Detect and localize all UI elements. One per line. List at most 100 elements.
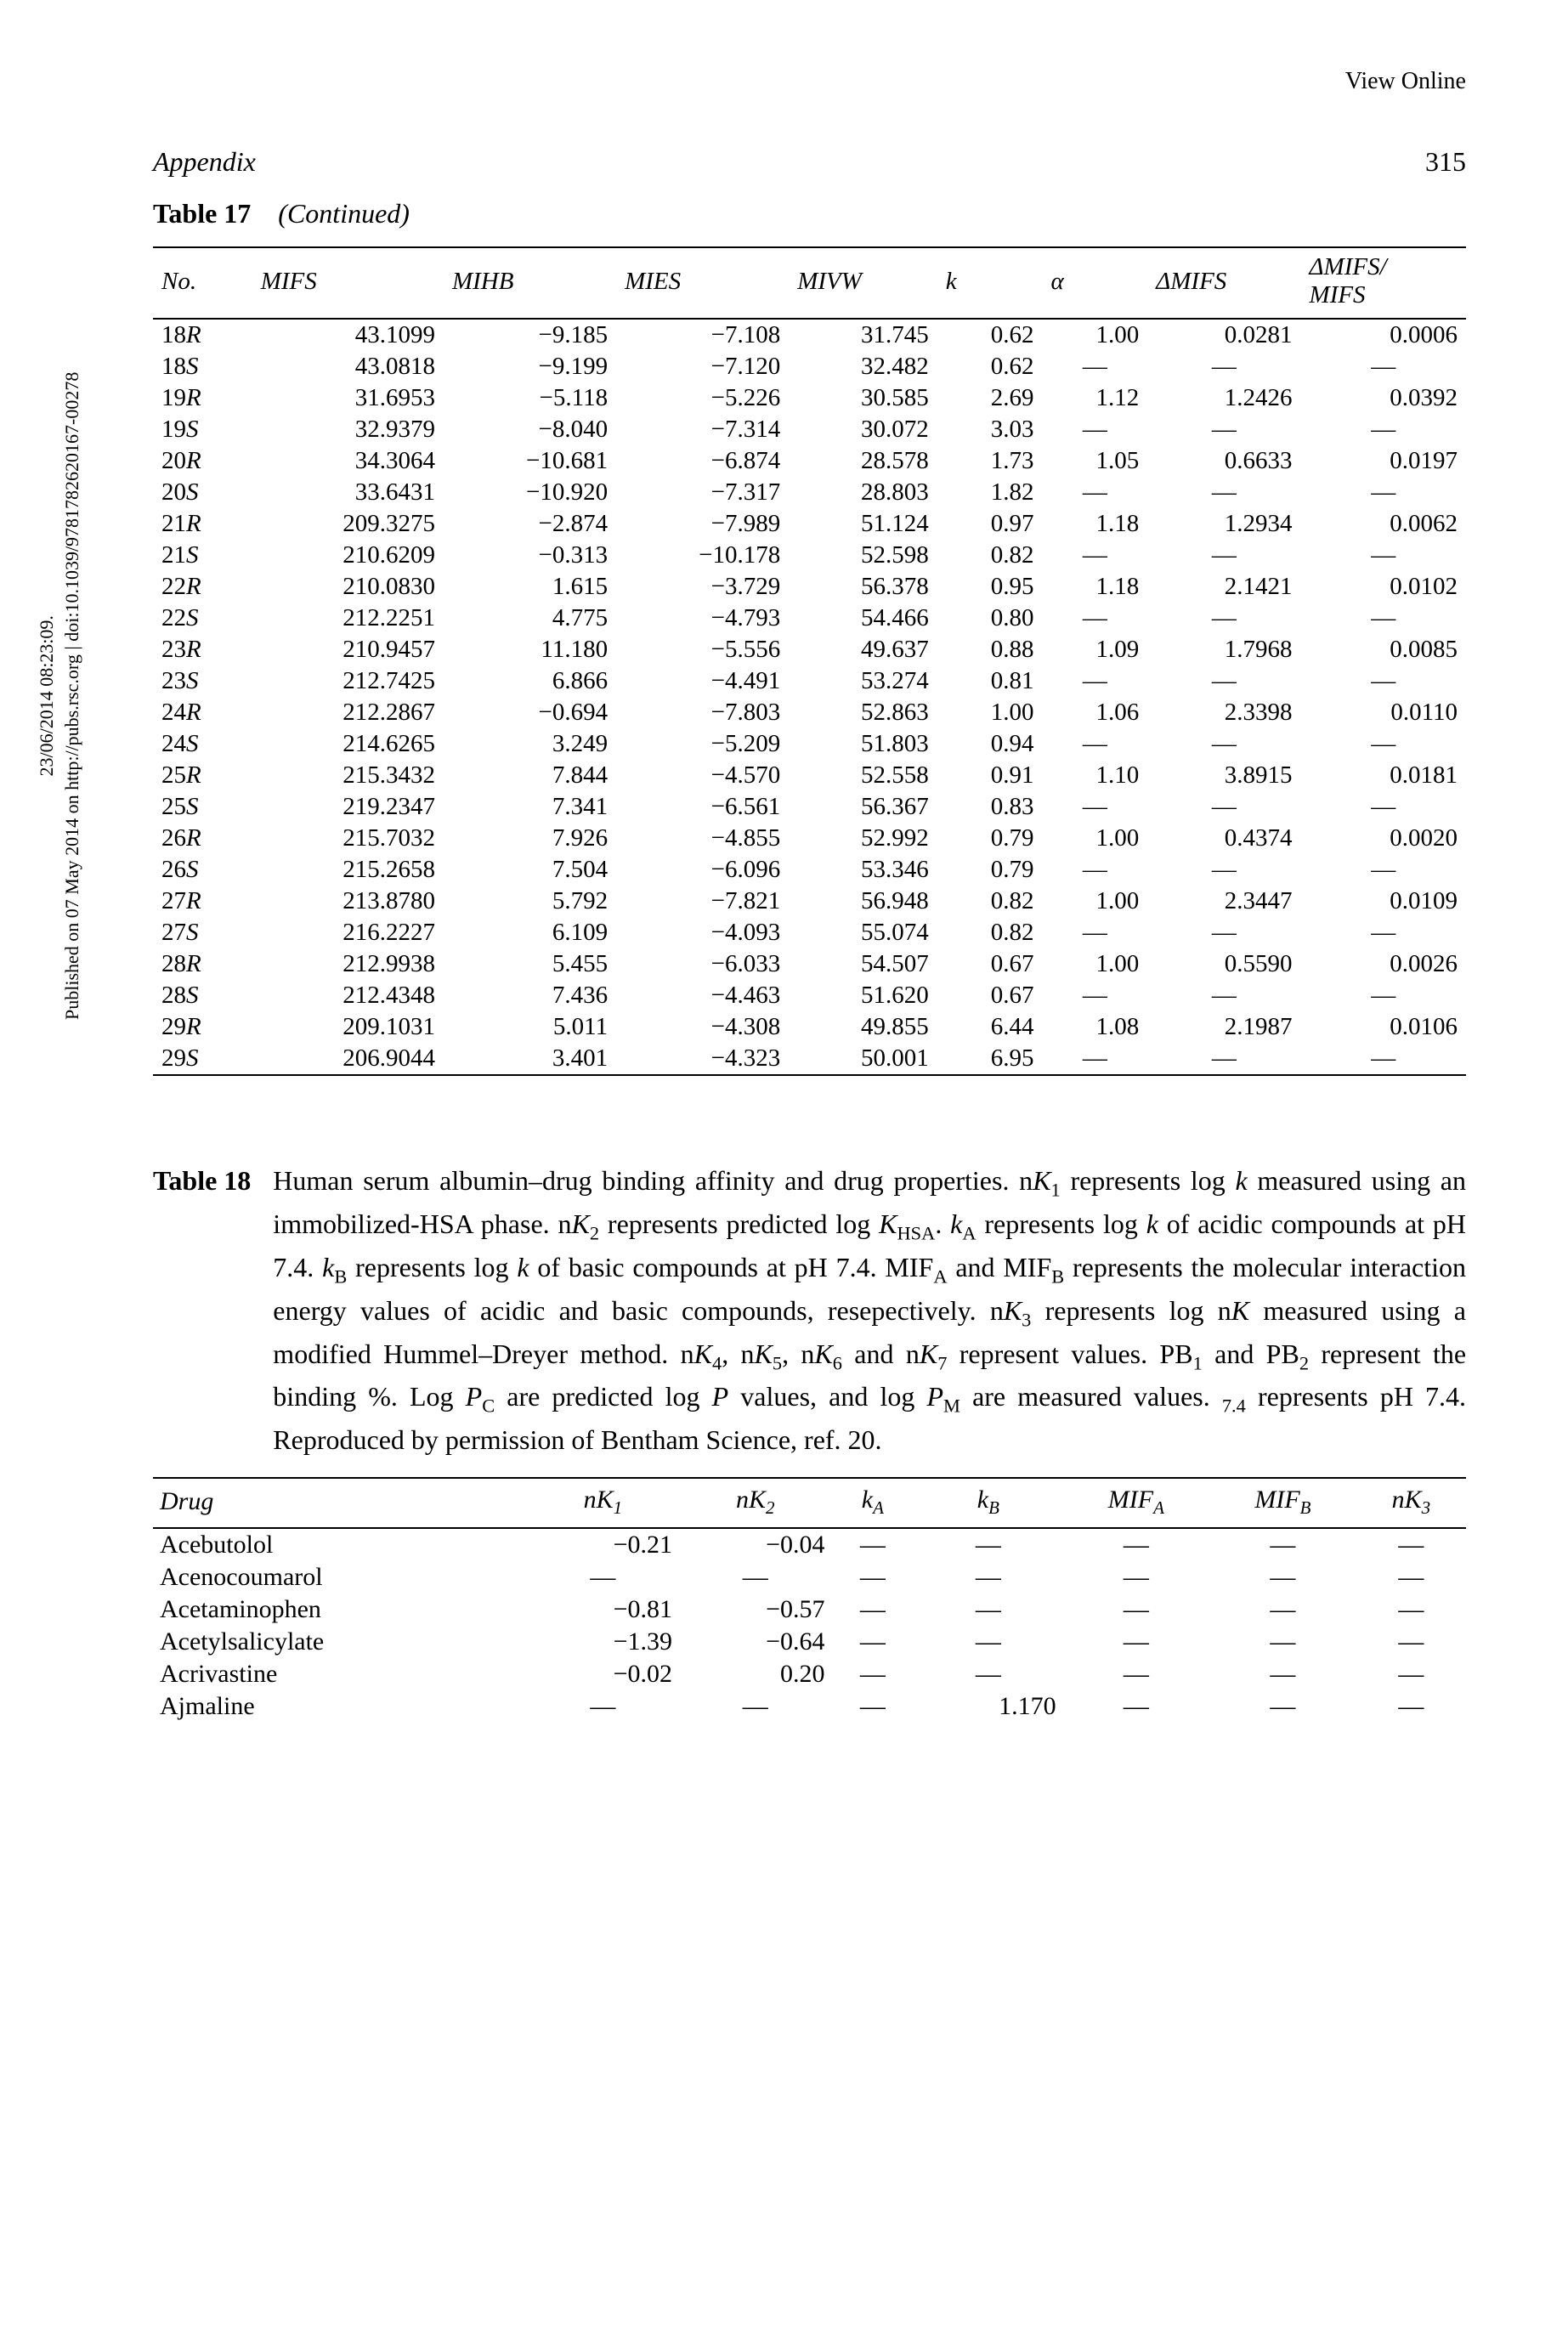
cell-dd: — (1301, 414, 1466, 445)
cell-mifs: 32.9379 (252, 414, 444, 445)
cell-mivw: 28.578 (789, 445, 937, 477)
cell-d: 0.5590 (1147, 948, 1300, 980)
cell-mies: −3.729 (616, 571, 789, 603)
cell-mifs: 215.7032 (252, 823, 444, 854)
cell-d: — (1147, 351, 1300, 382)
cell-d: 1.2426 (1147, 382, 1300, 414)
view-online-link[interactable]: View Online (153, 68, 1466, 95)
table-row: 19S32.9379−8.040−7.31430.0723.03——— (153, 414, 1466, 445)
th-mifs: MIFS (252, 247, 444, 319)
cell-drug: Acetylsalicylate (153, 1626, 527, 1658)
cell-k: 0.79 (937, 854, 1043, 886)
cell-a: — (1042, 1043, 1147, 1075)
cell-mivw: 49.637 (789, 634, 937, 665)
cell-val-5: — (1209, 1593, 1356, 1626)
cell-mihb: 6.109 (444, 917, 616, 948)
cell-d: 0.4374 (1147, 823, 1300, 854)
cell-mies: −7.821 (616, 886, 789, 917)
cell-a: 1.06 (1042, 697, 1147, 728)
cell-mivw: 51.124 (789, 508, 937, 540)
cell-dd: 0.0106 (1301, 1011, 1466, 1043)
cell-mihb: −9.185 (444, 319, 616, 351)
cell-mifs: 31.6953 (252, 382, 444, 414)
cell-a: — (1042, 854, 1147, 886)
cell-d: 3.8915 (1147, 760, 1300, 791)
table-row: 26R215.70327.926−4.85552.9920.791.000.43… (153, 823, 1466, 854)
cell-val-4: — (1063, 1690, 1210, 1723)
cell-drug: Acetaminophen (153, 1593, 527, 1626)
table-row: 23R210.945711.180−5.55649.6370.881.091.7… (153, 634, 1466, 665)
table-row: 26S215.26587.504−6.09653.3460.79——— (153, 854, 1466, 886)
table-row: 22S212.22514.775−4.79354.4660.80——— (153, 603, 1466, 634)
cell-d: 2.1421 (1147, 571, 1300, 603)
cell-mihb: 5.011 (444, 1011, 616, 1043)
cell-dd: 0.0062 (1301, 508, 1466, 540)
table-row: 28S212.43487.436−4.46351.6200.67——— (153, 980, 1466, 1011)
cell-a: — (1042, 414, 1147, 445)
th-mifa: MIFA (1063, 1478, 1210, 1528)
cell-mihb: 7.341 (444, 791, 616, 823)
cell-mivw: 52.558 (789, 760, 937, 791)
table-row: 18S43.0818−9.199−7.12032.4820.62——— (153, 351, 1466, 382)
cell-mifs: 214.6265 (252, 728, 444, 760)
cell-k: 3.03 (937, 414, 1043, 445)
cell-mihb: 11.180 (444, 634, 616, 665)
cell-mihb: −10.681 (444, 445, 616, 477)
cell-mihb: 7.436 (444, 980, 616, 1011)
cell-no: 20R (153, 445, 252, 477)
cell-a: — (1042, 791, 1147, 823)
cell-drug: Acenocoumarol (153, 1561, 527, 1593)
cell-d: 2.3447 (1147, 886, 1300, 917)
cell-mies: −4.855 (616, 823, 789, 854)
cell-mivw: 56.378 (789, 571, 937, 603)
cell-d: — (1147, 1043, 1300, 1075)
table-row: Ajmaline———1.170——— (153, 1690, 1466, 1723)
cell-k: 2.69 (937, 382, 1043, 414)
cell-mies: −5.226 (616, 382, 789, 414)
cell-val-0: −1.39 (527, 1626, 679, 1658)
cell-mifs: 34.3064 (252, 445, 444, 477)
table17-title: Table 17 (Continued) (153, 198, 1466, 229)
cell-no: 21S (153, 540, 252, 571)
cell-no: 24S (153, 728, 252, 760)
th-k: k (937, 247, 1043, 319)
table18-label: Table 18 (153, 1161, 273, 1460)
page-number: 315 (1425, 146, 1466, 178)
cell-val-4: — (1063, 1626, 1210, 1658)
cell-k: 1.00 (937, 697, 1043, 728)
cell-val-4: — (1063, 1528, 1210, 1561)
cell-mifs: 209.1031 (252, 1011, 444, 1043)
cell-dd: 0.0020 (1301, 823, 1466, 854)
cell-dd: — (1301, 1043, 1466, 1075)
cell-val-2: — (832, 1658, 914, 1690)
table-row: Acetaminophen−0.81−0.57————— (153, 1593, 1466, 1626)
cell-mivw: 54.466 (789, 603, 937, 634)
th-drug: Drug (153, 1478, 527, 1528)
cell-mifs: 212.2867 (252, 697, 444, 728)
cell-mifs: 212.4348 (252, 980, 444, 1011)
appendix-label: Appendix (153, 146, 256, 178)
table-row: 24R212.2867−0.694−7.80352.8631.001.062.3… (153, 697, 1466, 728)
cell-k: 0.88 (937, 634, 1043, 665)
cell-dd: 0.0181 (1301, 760, 1466, 791)
cell-mifs: 206.9044 (252, 1043, 444, 1075)
table-row: 27R213.87805.792−7.82156.9480.821.002.34… (153, 886, 1466, 917)
cell-no: 28S (153, 980, 252, 1011)
cell-mihb: −10.920 (444, 477, 616, 508)
cell-mies: −6.033 (616, 948, 789, 980)
cell-no: 26S (153, 854, 252, 886)
table-row: 20S33.6431−10.920−7.31728.8031.82——— (153, 477, 1466, 508)
cell-dd: — (1301, 854, 1466, 886)
cell-mies: −7.989 (616, 508, 789, 540)
cell-mifs: 33.6431 (252, 477, 444, 508)
table17: No. MIFS MIHB MIES MIVW k α ΔMIFS ΔMIFS/… (153, 246, 1466, 1076)
table-row: 20R34.3064−10.681−6.87428.5781.731.050.6… (153, 445, 1466, 477)
cell-mivw: 32.482 (789, 351, 937, 382)
cell-a: 1.18 (1042, 508, 1147, 540)
th-alpha: α (1042, 247, 1147, 319)
cell-k: 0.82 (937, 917, 1043, 948)
cell-no: 22S (153, 603, 252, 634)
cell-mivw: 53.274 (789, 665, 937, 697)
cell-mifs: 210.6209 (252, 540, 444, 571)
cell-mihb: 1.615 (444, 571, 616, 603)
